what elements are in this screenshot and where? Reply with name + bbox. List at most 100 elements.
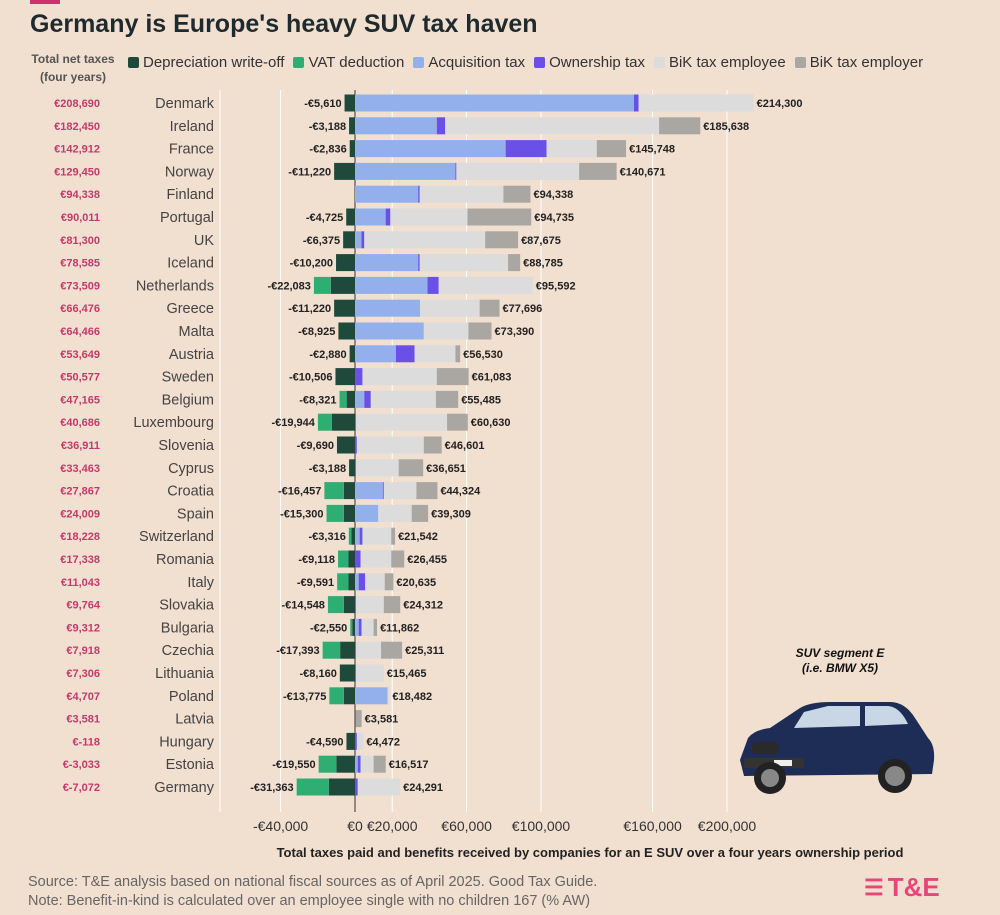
country-label: Switzerland bbox=[139, 529, 214, 545]
bar-bik_employee bbox=[546, 140, 597, 158]
net-tax-value: €27,867 bbox=[60, 486, 100, 498]
country-label: Portugal bbox=[160, 210, 214, 226]
bar-ownership bbox=[385, 208, 391, 226]
x-tick-label: €60,000 bbox=[441, 818, 492, 834]
negative-total-label: -€22,083 bbox=[267, 280, 310, 292]
bar-depreciation bbox=[336, 254, 355, 272]
bar-bik_employer bbox=[479, 299, 500, 317]
bar-bik_employer bbox=[411, 504, 429, 522]
bar-depreciation bbox=[339, 664, 355, 682]
bar-ownership bbox=[355, 664, 356, 682]
country-label: Czechia bbox=[162, 643, 215, 659]
legend-swatch bbox=[293, 56, 305, 68]
negative-total-label: -€8,925 bbox=[298, 326, 335, 338]
bar-ownership bbox=[455, 162, 457, 180]
positive-total-label: €11,862 bbox=[380, 622, 419, 634]
negative-total-label: -€2,880 bbox=[309, 349, 346, 361]
net-tax-value: €47,165 bbox=[60, 394, 100, 406]
net-tax-value: €94,338 bbox=[60, 189, 100, 201]
net-tax-value: €9,764 bbox=[66, 600, 101, 612]
bar-bik_employee bbox=[355, 413, 448, 431]
bar-depreciation bbox=[343, 482, 355, 500]
bar-bik_employee bbox=[456, 162, 580, 180]
net-tax-value: €129,450 bbox=[54, 166, 100, 178]
positive-total-label: €24,291 bbox=[403, 782, 443, 794]
bar-vat bbox=[326, 504, 344, 522]
bar-bik_employee bbox=[390, 208, 468, 226]
bar-bik_employer bbox=[596, 140, 627, 158]
negative-total-label: -€17,393 bbox=[276, 645, 319, 657]
legend-swatch bbox=[128, 56, 139, 68]
bar-depreciation bbox=[336, 436, 355, 454]
negative-total-label: -€14,548 bbox=[282, 600, 325, 612]
country-label: Iceland bbox=[167, 256, 214, 272]
negative-total-label: -€31,363 bbox=[250, 782, 293, 794]
bar-vat bbox=[350, 618, 353, 636]
negative-total-label: -€9,690 bbox=[297, 440, 334, 452]
positive-total-label: €39,309 bbox=[431, 508, 471, 520]
bar-acquisition bbox=[355, 618, 359, 636]
bar-depreciation bbox=[351, 527, 355, 545]
bar-bik_employee bbox=[355, 459, 399, 477]
country-label: Latvia bbox=[175, 712, 215, 728]
country-label: Finland bbox=[166, 187, 214, 203]
negative-total-label: -€11,220 bbox=[288, 303, 331, 315]
bar-bik_employer bbox=[381, 641, 403, 659]
bar-ownership bbox=[355, 596, 356, 614]
bar-vat bbox=[339, 390, 347, 408]
bar-bik_employer bbox=[467, 208, 532, 226]
country-label: Slovakia bbox=[159, 598, 215, 614]
bar-bik_employer bbox=[384, 573, 394, 591]
x-tick-label: €0 bbox=[347, 818, 363, 834]
positive-total-label: €24,312 bbox=[403, 600, 443, 612]
car-label: SUV segment E (i.e. BMW X5) bbox=[780, 646, 900, 676]
bar-acquisition bbox=[355, 390, 365, 408]
bar-bik_employer bbox=[391, 527, 396, 545]
bar-ownership bbox=[355, 778, 358, 796]
bar-acquisition bbox=[355, 117, 437, 135]
negative-total-label: -€19,550 bbox=[272, 759, 315, 771]
country-label: France bbox=[169, 142, 214, 158]
bar-acquisition bbox=[355, 687, 388, 705]
country-label: Hungary bbox=[159, 734, 215, 750]
legend-swatch bbox=[413, 56, 425, 68]
bar-bik_employee bbox=[361, 618, 374, 636]
bar-ownership bbox=[355, 550, 361, 568]
bar-acquisition bbox=[355, 162, 456, 180]
bar-depreciation bbox=[338, 322, 355, 340]
net-tax-value: €-3,033 bbox=[63, 759, 100, 771]
legend-label: Acquisition tax bbox=[428, 53, 526, 71]
country-label: Denmark bbox=[155, 96, 215, 112]
x-tick-label: €100,000 bbox=[512, 818, 571, 834]
bar-ownership bbox=[355, 459, 356, 477]
x-tick-label: €20,000 bbox=[367, 818, 418, 834]
country-label: Ireland bbox=[170, 119, 214, 135]
bar-acquisition bbox=[355, 322, 424, 340]
positive-total-label: €60,630 bbox=[471, 417, 511, 429]
negative-total-label: -€13,775 bbox=[283, 691, 326, 703]
net-tax-value: €40,686 bbox=[60, 417, 100, 429]
bar-bik_employee bbox=[387, 687, 390, 705]
x-axis-label: Total taxes paid and benefits received b… bbox=[276, 845, 904, 860]
bar-depreciation bbox=[335, 368, 355, 386]
positive-total-label: €36,651 bbox=[426, 463, 466, 475]
bar-depreciation bbox=[352, 618, 355, 636]
positive-total-label: €4,472 bbox=[366, 736, 400, 748]
country-label: Poland bbox=[169, 689, 214, 705]
car-label-line1: SUV segment E bbox=[795, 646, 885, 660]
negative-total-label: -€4,590 bbox=[306, 736, 343, 748]
positive-total-label: €140,671 bbox=[620, 166, 666, 178]
bar-bik_employer bbox=[659, 117, 701, 135]
bar-bik_employee bbox=[378, 504, 412, 522]
bar-acquisition bbox=[355, 276, 428, 294]
note-line: Note: Benefit-in-kind is calculated over… bbox=[28, 893, 591, 909]
legend-label: VAT deduction bbox=[308, 53, 405, 71]
bar-acquisition bbox=[355, 231, 362, 249]
negative-total-label: -€16,457 bbox=[278, 486, 321, 498]
legend-label: BiK tax employer bbox=[809, 53, 924, 71]
bar-ownership bbox=[355, 436, 357, 454]
bar-depreciation bbox=[349, 459, 355, 477]
positive-total-label: €87,675 bbox=[521, 235, 561, 247]
bar-ownership bbox=[355, 368, 363, 386]
bar-acquisition bbox=[355, 254, 419, 272]
